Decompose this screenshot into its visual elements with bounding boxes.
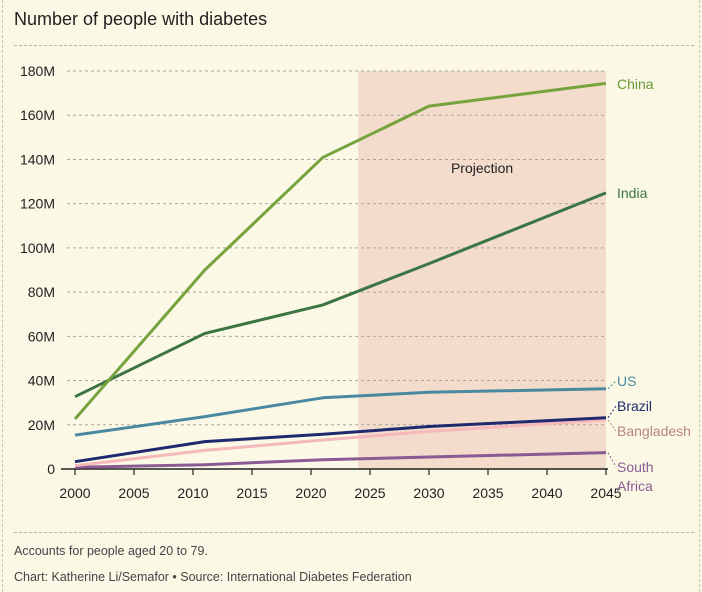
- x-tick-label: 2005: [118, 485, 149, 501]
- y-tick-label: 80M: [28, 284, 55, 300]
- y-tick-label: 100M: [20, 240, 55, 256]
- y-tick-label: 120M: [20, 196, 55, 212]
- credit: Chart: Katherine Li/Semafor • Source: In…: [14, 570, 412, 584]
- y-tick-label: 20M: [28, 417, 55, 433]
- chart-title: Number of people with diabetes: [14, 9, 268, 29]
- label-leader: [607, 405, 617, 418]
- y-tick-label: 0: [47, 461, 55, 477]
- title-divider: [14, 45, 694, 46]
- series-label-india: India: [617, 185, 648, 201]
- x-tick-label: 2020: [295, 485, 326, 501]
- series-line-brazil: [74, 416, 607, 464]
- x-tick-label: 2025: [354, 485, 385, 501]
- footnote: Accounts for people aged 20 to 79.: [14, 544, 208, 558]
- projection-label: Projection: [451, 160, 513, 176]
- x-tick-label: 2010: [177, 485, 208, 501]
- footer-divider: [14, 532, 694, 533]
- x-tick-label: 2000: [59, 485, 90, 501]
- label-leader: [607, 419, 617, 432]
- y-tick-label: 140M: [20, 151, 55, 167]
- label-leader: [607, 452, 617, 468]
- x-tick-label: 2045: [590, 485, 621, 501]
- y-tick-label: 40M: [28, 373, 55, 389]
- y-tick-label: 60M: [28, 328, 55, 344]
- series-label-bangladesh: Bangladesh: [617, 423, 691, 439]
- y-tick-label: 160M: [20, 107, 55, 123]
- x-tick-label: 2035: [472, 485, 503, 501]
- series-line-bangladesh: [74, 418, 607, 468]
- series-line-china: [73, 81, 607, 421]
- projection-band: [358, 71, 606, 469]
- y-tick-label: 180M: [20, 63, 55, 79]
- series-line-india: [74, 191, 607, 399]
- series-line-us: [74, 387, 607, 437]
- series-label-south-africa: South Africa: [617, 459, 654, 494]
- label-leader: [607, 380, 617, 390]
- series-label-us: US: [617, 373, 636, 389]
- x-tick-label: 2040: [531, 485, 562, 501]
- series-label-brazil: Brazil: [617, 398, 652, 414]
- x-tick-label: 2030: [413, 485, 444, 501]
- series-label-china: China: [617, 76, 654, 92]
- series-line-south-africa: [74, 451, 607, 469]
- x-tick-label: 2015: [236, 485, 267, 501]
